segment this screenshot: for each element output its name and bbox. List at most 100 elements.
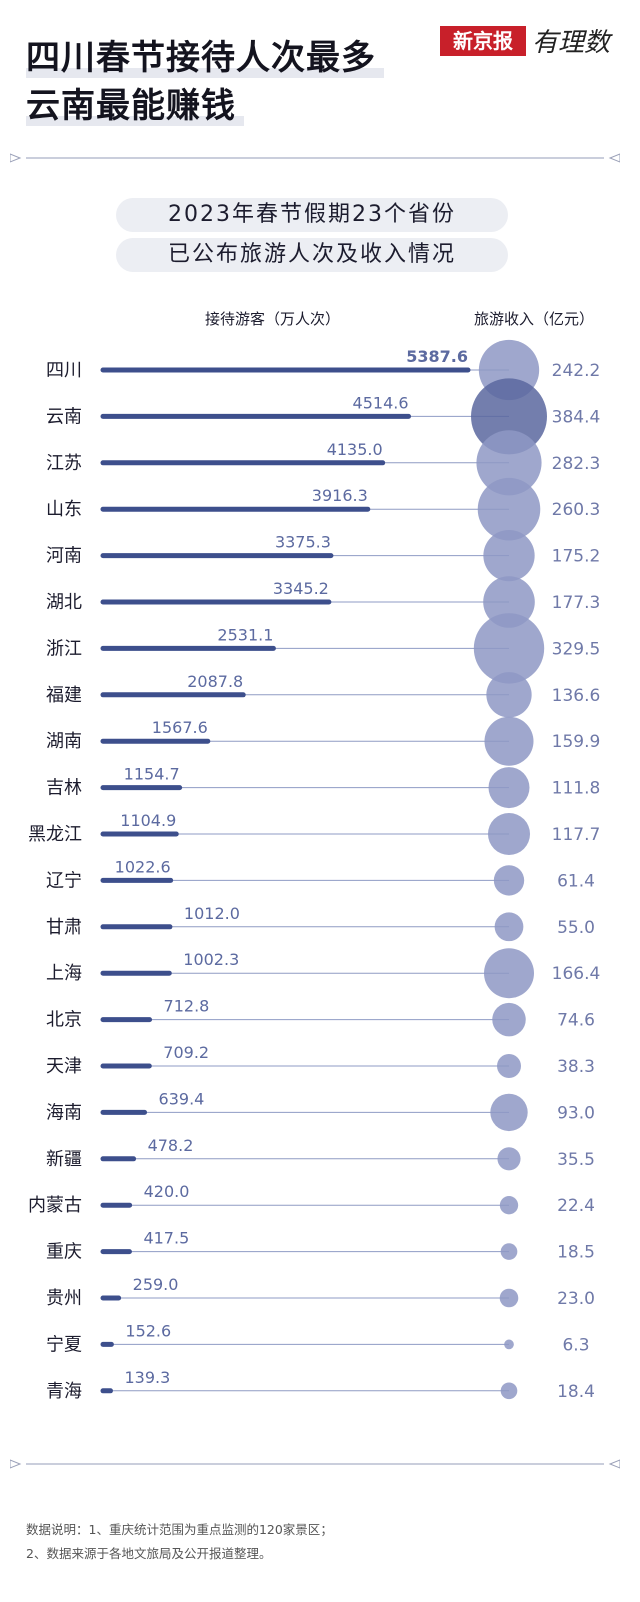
visitors-value-label: 1104.9 [120, 811, 176, 830]
category-label: 黑龙江 [28, 824, 82, 845]
revenue-value-label: 74.6 [557, 1011, 595, 1031]
revenue-bubble [476, 430, 542, 496]
revenue-value-label: 38.3 [557, 1057, 595, 1077]
visitors-value-label: 2531.1 [217, 625, 273, 644]
revenue-value-label: 6.3 [562, 1335, 589, 1355]
category-label: 山东 [46, 499, 82, 520]
revenue-value-label: 282.3 [552, 454, 601, 474]
revenue-bubble [497, 1147, 521, 1171]
subtitle-bg-2 [116, 238, 508, 272]
revenue-bubble [486, 672, 532, 718]
revenue-bubble [484, 716, 534, 766]
category-label: 江苏 [46, 453, 82, 474]
visitors-value-label: 3375.3 [275, 533, 331, 552]
top-divider [10, 153, 620, 163]
revenue-value-label: 23.0 [557, 1289, 595, 1309]
revenue-bubble [500, 1382, 518, 1400]
chart-title-line2: 已公布旅游人次及收入情况 [167, 242, 456, 267]
revenue-value-label: 111.8 [552, 779, 601, 799]
category-label: 天津 [46, 1056, 82, 1077]
revenue-bubble [483, 576, 535, 628]
visitors-value-label: 1012.0 [184, 904, 240, 923]
category-label: 内蒙古 [28, 1195, 82, 1216]
category-label: 湖北 [46, 592, 82, 613]
category-label: 甘肃 [46, 917, 82, 938]
visitors-value-label: 4135.0 [327, 440, 383, 459]
category-label: 贵州 [46, 1288, 82, 1309]
visitors-value-label: 1022.6 [115, 857, 171, 876]
category-label: 宁夏 [46, 1334, 82, 1355]
revenue-bubble [499, 1288, 519, 1308]
note-line1: 数据说明：1、重庆统计范围为重点监测的120家景区； [26, 1522, 333, 1537]
visitors-value-label: 1154.7 [124, 765, 180, 784]
revenue-value-label: 55.0 [557, 918, 595, 938]
visitors-value-label: 420.0 [144, 1182, 190, 1201]
revenue-value-label: 242.2 [552, 361, 601, 381]
visitors-value-label: 639.4 [159, 1089, 205, 1108]
visitors-value-label: 139.3 [124, 1368, 170, 1387]
revenue-value-label: 177.3 [552, 593, 601, 613]
revenue-bubble [494, 912, 524, 942]
note-line2: 2、数据来源于各地文旅局及公开报道整理。 [26, 1546, 272, 1561]
category-label: 上海 [46, 963, 82, 984]
visitors-value-label: 478.2 [148, 1136, 194, 1155]
category-label: 湖南 [46, 731, 82, 752]
visitors-value-label: 3345.2 [273, 579, 329, 598]
brand-name: 新京报 [440, 26, 526, 56]
category-label: 吉林 [46, 778, 82, 799]
visitors-value-label: 3916.3 [312, 486, 368, 505]
revenue-bubble [477, 477, 541, 541]
page-title-line1: 四川春节接待人次最多 [26, 36, 384, 80]
visitors-value-label: 712.8 [164, 997, 210, 1016]
bubble-axis-label: 旅游收入（亿元） [474, 310, 595, 328]
revenue-bubble [487, 812, 531, 856]
category-label: 重庆 [46, 1242, 82, 1263]
visitors-value-label: 417.5 [143, 1229, 189, 1248]
page-title-line2: 云南最能赚钱 [26, 84, 244, 128]
revenue-bubble [500, 1243, 518, 1260]
bar-axis-label: 接待游客（万人次） [205, 310, 341, 328]
visitors-value-label: 1002.3 [183, 950, 239, 969]
revenue-value-label: 175.2 [552, 547, 601, 567]
category-label: 青海 [46, 1381, 82, 1402]
revenue-bubble [492, 1002, 526, 1037]
revenue-value-label: 35.5 [557, 1150, 595, 1170]
visitors-value-label: 2087.8 [187, 672, 243, 691]
category-label: 海南 [46, 1102, 82, 1123]
revenue-value-label: 329.5 [552, 639, 601, 659]
brand-logo: 新京报 有理数 [440, 22, 618, 66]
revenue-value-label: 22.4 [557, 1196, 595, 1216]
visitors-value-label: 1567.6 [152, 718, 208, 737]
revenue-value-label: 18.4 [557, 1382, 595, 1402]
visitors-value-label: 259.0 [133, 1275, 179, 1294]
category-label: 云南 [46, 406, 82, 427]
revenue-bubble [488, 767, 530, 809]
revenue-bubble [499, 1196, 519, 1215]
visitors-value-label: 152.6 [125, 1321, 171, 1340]
category-label: 河南 [46, 546, 82, 567]
revenue-value-label: 260.3 [552, 500, 601, 520]
revenue-value-label: 159.9 [552, 732, 601, 752]
revenue-bubble [493, 865, 525, 896]
revenue-bubble [471, 378, 547, 455]
revenue-bubble [473, 613, 545, 684]
revenue-bubble [483, 948, 535, 999]
bottom-divider [10, 1459, 620, 1469]
revenue-bubble [490, 1093, 528, 1132]
revenue-value-label: 93.0 [557, 1103, 595, 1123]
category-label: 北京 [46, 1010, 82, 1031]
category-label: 辽宁 [46, 870, 82, 891]
category-label: 新疆 [46, 1149, 82, 1170]
revenue-bubble [483, 529, 535, 582]
revenue-bubble [497, 1054, 521, 1078]
category-label: 浙江 [46, 638, 82, 659]
tourism-chart: 四川 5387.6 242.2 云南 4514.6 384.4 江苏 4135.0 282.3 山… [28, 339, 601, 1402]
chart-title-line1: 2023年春节假期23个省份 [168, 202, 456, 227]
revenue-value-label: 117.7 [552, 825, 601, 845]
category-label: 四川 [46, 360, 82, 381]
subtitle-bg-1 [116, 198, 508, 232]
brand-column: 有理数 [532, 28, 611, 58]
revenue-value-label: 136.6 [552, 686, 601, 706]
revenue-value-label: 166.4 [552, 964, 601, 984]
visitors-value-label: 4514.6 [353, 393, 409, 412]
